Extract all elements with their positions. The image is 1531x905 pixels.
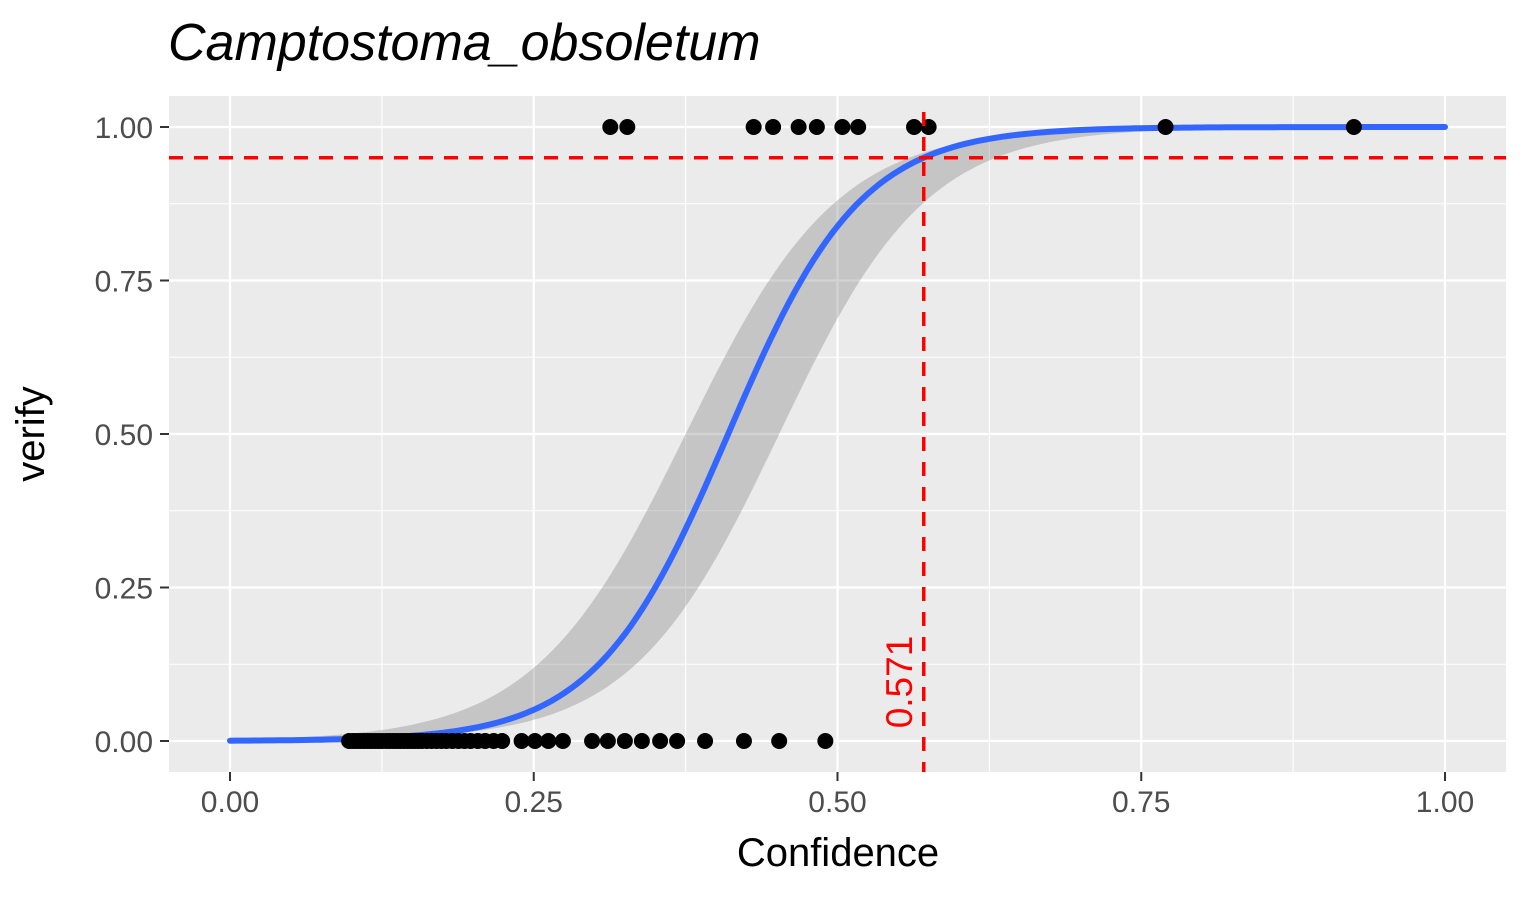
confidence-ribbon-layer — [230, 127, 1445, 741]
data-point-verify-1 — [1157, 119, 1174, 135]
data-point-verify-1 — [1345, 119, 1362, 135]
y-tick-label: 0.75 — [95, 266, 153, 299]
data-point-verify-0 — [584, 733, 601, 749]
data-point-verify-1 — [619, 119, 636, 135]
panel-layer — [169, 96, 1506, 772]
y-tick-label: 0.25 — [95, 573, 153, 606]
x-tick-label: 0.25 — [505, 786, 563, 819]
data-point-verify-0 — [697, 733, 714, 749]
confidence-ribbon — [230, 127, 1445, 741]
y-tick-label: 0.00 — [95, 726, 153, 759]
data-point-verify-0 — [817, 733, 834, 749]
data-point-verify-1 — [906, 119, 923, 135]
data-point-verify-0 — [616, 733, 633, 749]
data-point-verify-1 — [834, 119, 851, 135]
x-tick-label: 0.50 — [808, 786, 866, 819]
data-point-verify-0 — [540, 733, 557, 749]
threshold-lines-layer — [169, 112, 1506, 772]
data-points-layer — [341, 119, 1362, 749]
y-axis-title: verify — [9, 386, 53, 482]
data-point-verify-1 — [808, 119, 825, 135]
data-point-verify-1 — [850, 119, 867, 135]
data-point-verify-1 — [745, 119, 762, 135]
data-point-verify-0 — [554, 733, 571, 749]
data-point-verify-0 — [526, 733, 543, 749]
chart-title: Camptostoma_obsoletum — [168, 14, 761, 72]
x-tick-label: 0.75 — [1112, 786, 1170, 819]
data-point-verify-0 — [669, 733, 686, 749]
data-point-verify-0 — [735, 733, 752, 749]
data-point-verify-0 — [513, 733, 530, 749]
y-tick-label: 1.00 — [95, 112, 153, 145]
x-axis-title: Confidence — [737, 831, 939, 875]
data-point-verify-0 — [771, 733, 788, 749]
threshold-value-label: 0.571 — [879, 636, 920, 729]
x-tick-label: 0.00 — [201, 786, 259, 819]
data-point-verify-1 — [790, 119, 807, 135]
data-point-verify-1 — [765, 119, 782, 135]
data-point-verify-1 — [602, 119, 619, 135]
axis-layer: 0.00 0.25 0.50 0.75 1.00 0.00 0.25 0.50 0.75 1.00 — [95, 112, 1475, 819]
data-point-verify-0 — [494, 733, 511, 749]
y-tick-label: 0.50 — [95, 419, 153, 452]
data-point-verify-0 — [652, 733, 669, 749]
data-point-verify-0 — [633, 733, 650, 749]
data-point-verify-0 — [599, 733, 616, 749]
x-tick-label: 1.00 — [1416, 786, 1474, 819]
